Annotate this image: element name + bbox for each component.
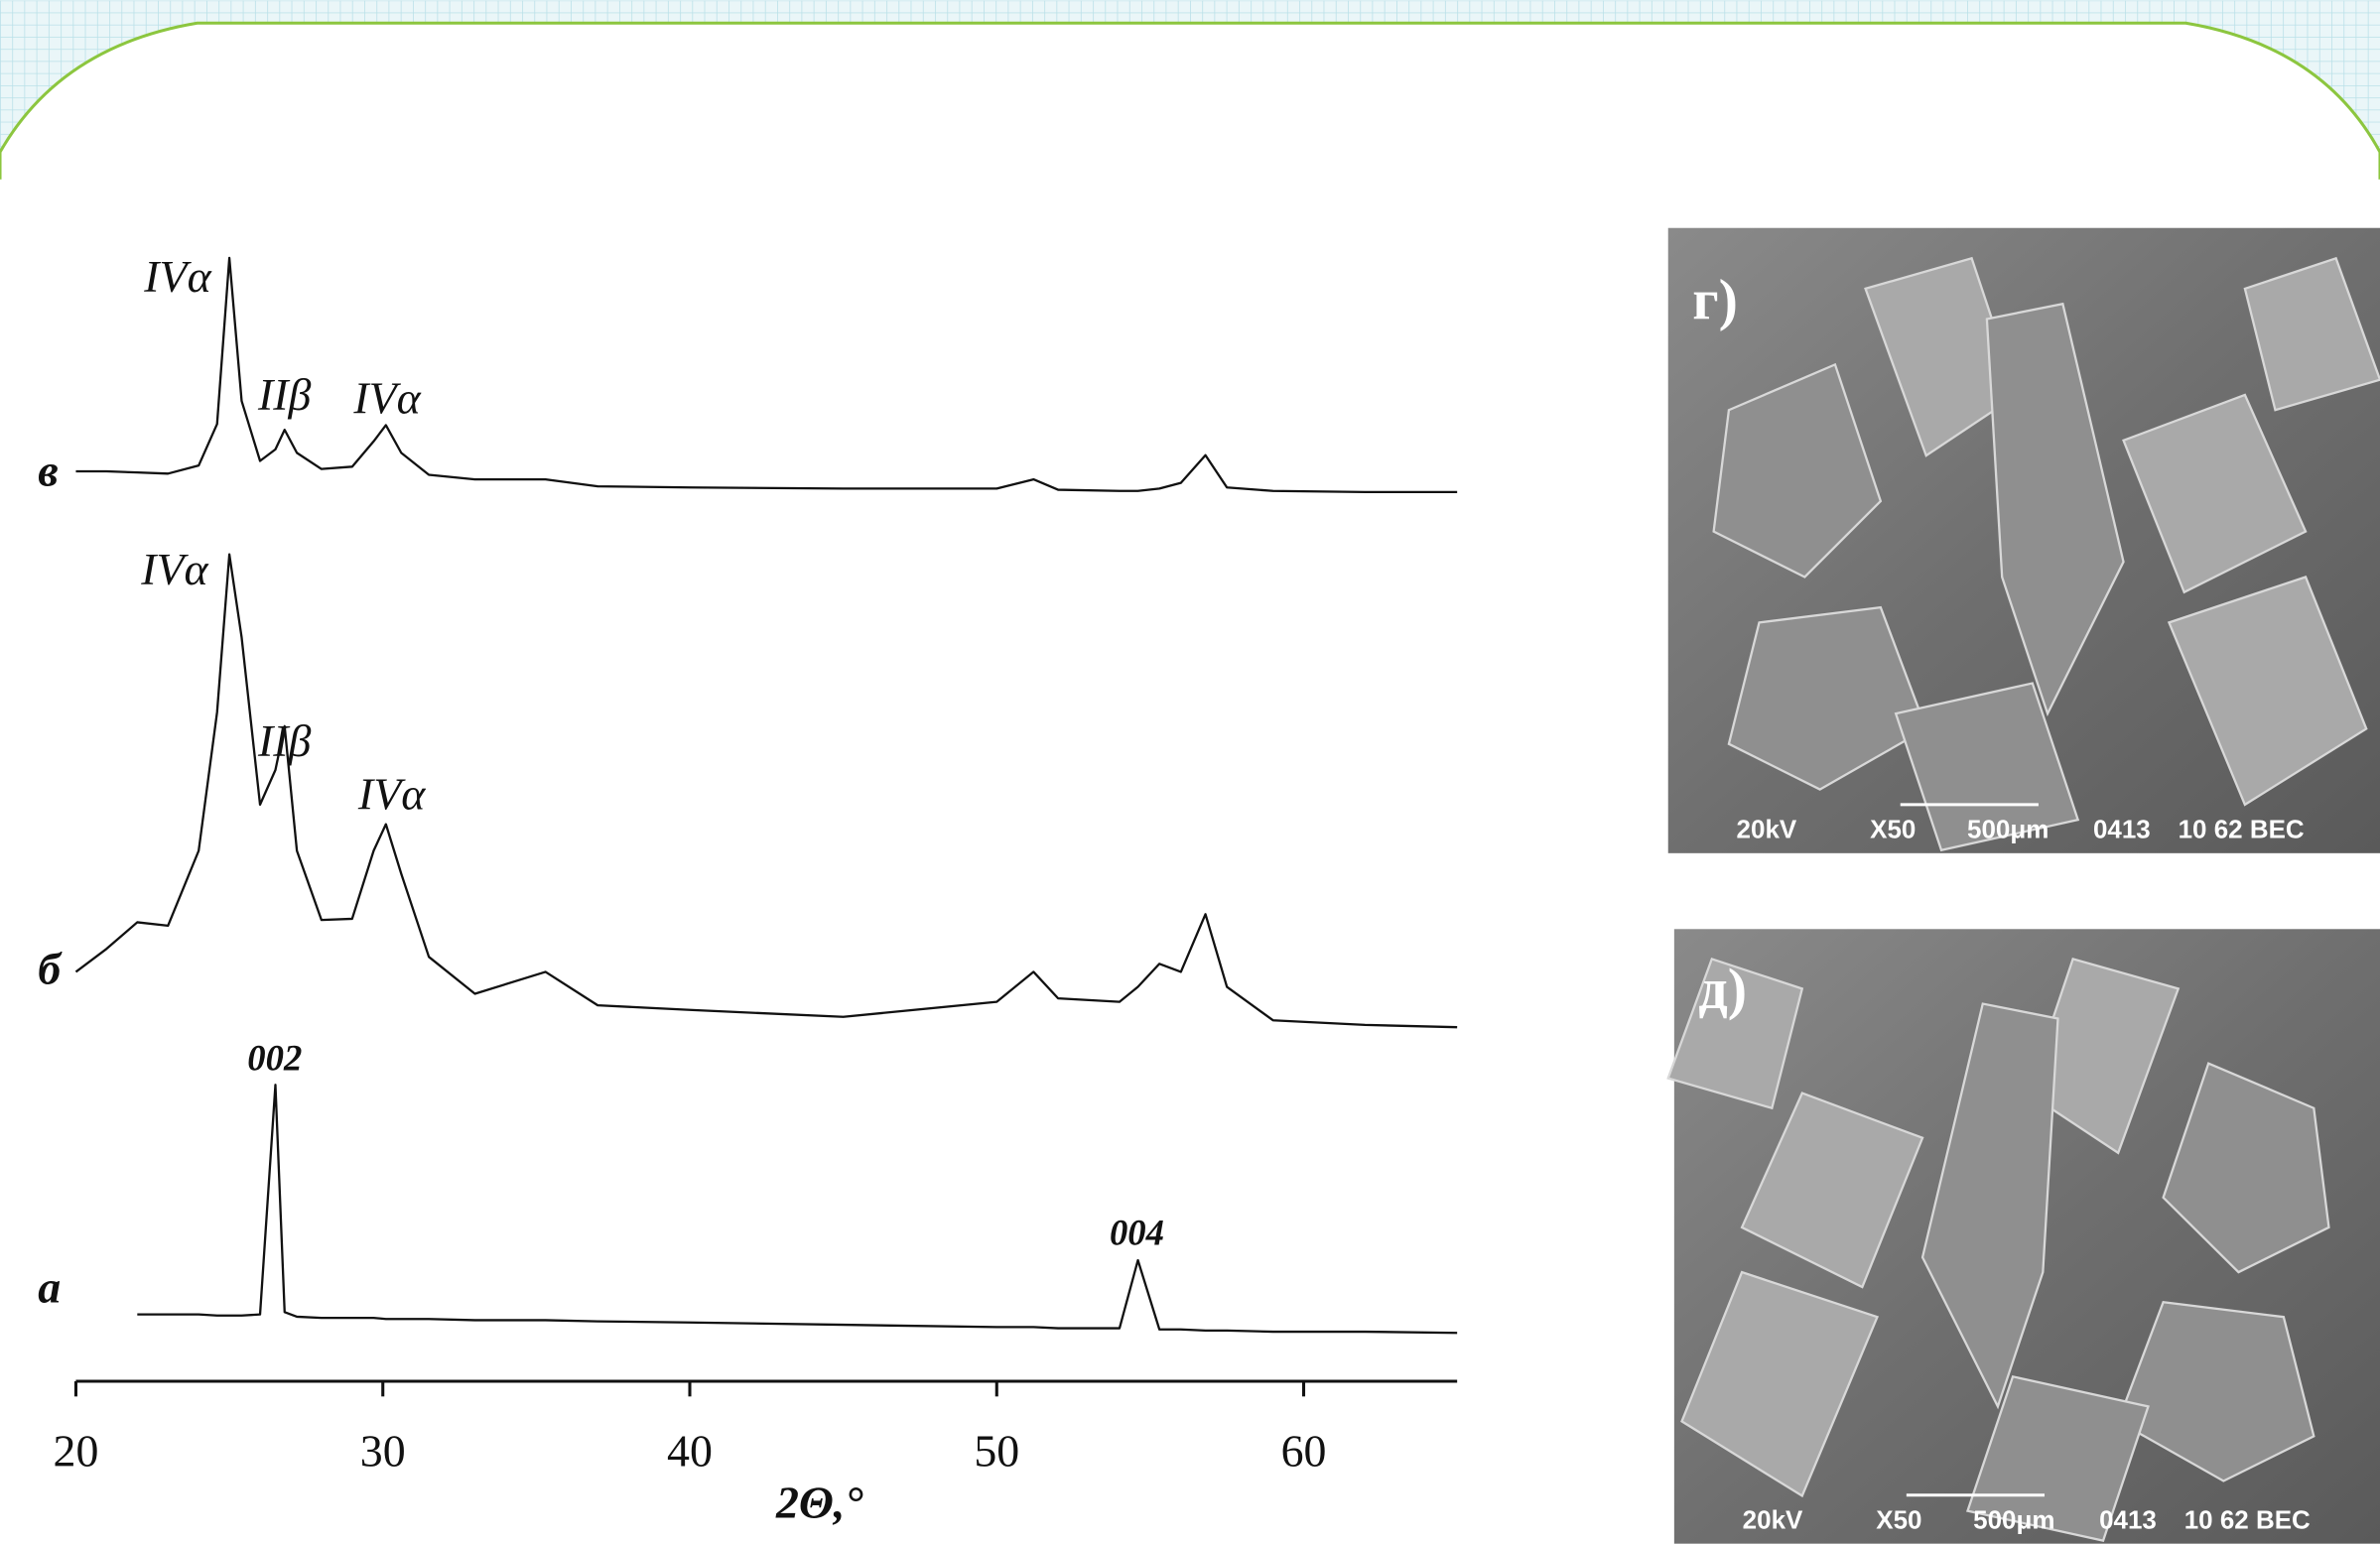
peak-annotation: IIβ (257, 369, 312, 420)
trace-label: в (38, 446, 59, 496)
trace-label: а (38, 1262, 61, 1313)
sem-flake (1680, 1270, 1880, 1498)
x-tick-label: 60 (1281, 1426, 1327, 1477)
x-tick-label: 20 (54, 1426, 99, 1477)
image-caption: 10 62 BEC (2184, 1504, 2311, 1534)
x-tick-label: 30 (360, 1426, 406, 1477)
slide-frame (0, 21, 2380, 185)
image-caption: X50 (1870, 815, 1916, 844)
xrd-trace (75, 256, 1458, 494)
x-tick-label: 50 (974, 1426, 1019, 1477)
sem-flake (2122, 393, 2308, 594)
image-caption: 0413 (2099, 1504, 2157, 1534)
sem-image: г) 20kV X50 500μm 0413 10 62 BEC (1667, 227, 2380, 853)
image-label: г) (1692, 267, 1738, 331)
image-caption: 500μm (1967, 815, 2049, 844)
sem-flake (2162, 1062, 2330, 1274)
image-caption: 20kV (1743, 1504, 1803, 1534)
peak-annotation: 004 (1110, 1212, 1164, 1252)
sem-flake (2243, 256, 2380, 412)
sem-flake (2116, 1300, 2315, 1482)
image-caption: 500μm (1973, 1504, 2054, 1534)
peak-annotation: IIβ (257, 715, 312, 766)
image-caption: 0413 (2093, 815, 2151, 844)
sem-image: д) 20kV X50 500μm 0413 10 62 BEC (1666, 929, 2380, 1544)
image-caption: 20kV (1737, 815, 1797, 844)
chart: 20 30 40 50 60 2Θ,° а б в IVα IIβ IVα IVα IIβ IVα 002 00… (38, 251, 1458, 1528)
xrd-trace (74, 553, 1458, 1029)
sem-flake (1740, 1092, 1924, 1289)
image-label: д) (1698, 957, 1747, 1021)
peak-annotation: IVα (143, 251, 211, 302)
x-axis-label: 2Θ,° (775, 1478, 863, 1528)
sem-flake (1712, 362, 1883, 579)
xrd-trace (137, 1084, 1458, 1335)
sem-flake (1666, 957, 1804, 1110)
peak-annotation: 002 (247, 1038, 302, 1079)
sem-flake (1965, 1374, 2150, 1542)
sem-flake (1985, 302, 2125, 717)
trace-label: б (38, 943, 63, 993)
sem-flake (2167, 576, 2368, 807)
images: г) 20kV X50 500μm 0413 10 62 BEC д) 20kV X50 500μ… (1666, 227, 2380, 1544)
x-tick-label: 40 (667, 1426, 713, 1477)
peak-annotation: IVα (357, 768, 426, 819)
sem-flake (1920, 1002, 2059, 1410)
image-caption: 10 62 BEC (2179, 815, 2305, 844)
image-caption: X50 (1876, 1504, 1921, 1534)
peak-annotation: IVα (140, 544, 208, 594)
peak-annotation: IVα (352, 372, 421, 423)
sem-flake (1727, 605, 1928, 791)
